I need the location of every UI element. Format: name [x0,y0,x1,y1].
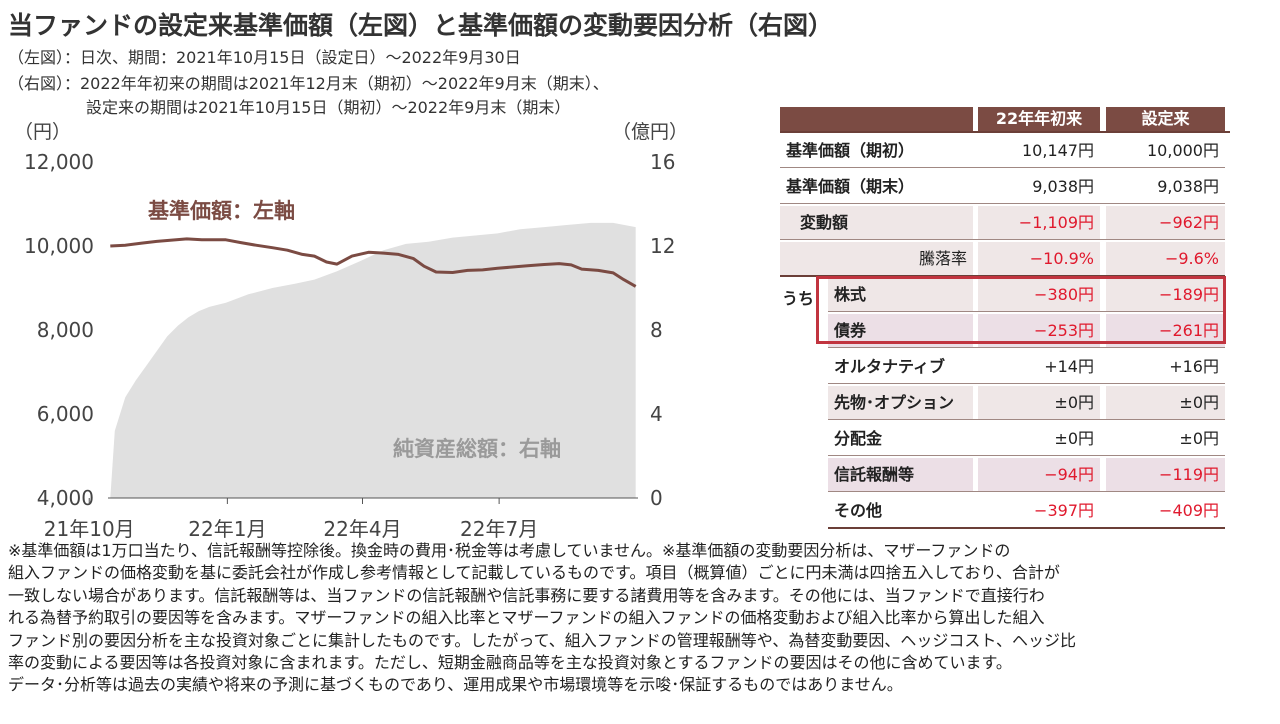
row-value-since: ±0円 [1106,386,1225,419]
row-label: 株式 [828,278,973,311]
footnote-line: 組入ファンドの価格変動を基に委託会社が作成し参考情報として記載しているものです。… [8,563,1060,583]
right-tick-label: 0 [650,486,663,510]
right-tick-label: 12 [650,234,675,258]
right-axis-unit: （億円） [612,121,688,143]
row-label: 基準価額（期初） [786,141,915,160]
row-value-since: +16円 [1169,357,1219,376]
footnote-line: 率の変動による要因等は各投資対象に含まれます。ただし、短期金融商品等を主な投資対… [8,653,1012,673]
right-tick-label: 16 [650,150,675,174]
row-value-since: −962円 [1106,206,1225,239]
row-label: オルタナティブ [834,357,946,376]
footnote-line: データ･分析等は過去の実績や将来の予測に基づくものであり、運用成果や市場環境等を… [8,675,903,695]
row-label: 騰落率 [780,242,973,275]
row-rule [828,383,1225,384]
table-header-rule [780,131,1230,133]
row-value-since: ±0円 [1179,429,1219,448]
row-value-since: −119円 [1106,458,1225,491]
left-tick-label: 4,000 [37,486,94,510]
left-tick-label: 10,000 [24,234,94,258]
row-value-ytd: −380円 [978,278,1100,311]
left-tick-label: 12,000 [24,150,94,174]
row-label: 基準価額（期末） [786,177,915,196]
row-value-ytd: ±0円 [1054,429,1094,448]
row-value-ytd: −397円 [1034,501,1094,520]
net-assets-series-label: 純資産総額：右軸 [393,437,561,461]
row-rule [828,311,1225,312]
nav-chart: 12,000 10,000 8,000 6,000 4,000 16 12 8 4 0 （円） （億円… [14,121,688,538]
highlight-box [816,276,1226,344]
row-rule [828,347,1225,348]
nav-series-label: 基準価額：左軸 [148,199,295,223]
footnote-line: 一致しない場合があります。信託報酬等は、当ファンドの信託報酬や信託事務に要する諸… [8,585,1045,605]
row-rule [828,455,1225,456]
footnote-line: ファンド別の要因分析を主な投資対象ごとに集計したものです。したがって、組入ファン… [8,630,1077,650]
row-value-ytd: 10,147円 [1022,141,1094,160]
page-title: 当ファンドの設定来基準価額（左図）と基準価額の変動要因分析（右図） [8,11,834,40]
row-value-ytd: +14円 [1044,357,1094,376]
x-tick-label: 22年4月 [323,517,401,538]
table-header-since: 設定来 [1106,107,1225,131]
row-value-since: −409円 [1159,501,1219,520]
row-label: 分配金 [834,429,883,448]
left-tick-label: 8,000 [37,318,94,342]
footnote-line: れる為替予約取引の要因等を含みます。マザーファンドの組入比率とマザーファンドの組… [8,608,1045,628]
right-tick-label: 8 [650,318,663,342]
row-rule [828,491,1225,492]
subtitle-right-cont: 設定来の期間は2021年10月15日（期初）～2022年9月末（期末） [86,98,571,117]
row-label: 信託報酬等 [828,458,973,491]
x-tick-label: 22年7月 [460,517,538,538]
row-rule [828,527,1225,529]
right-tick-label: 4 [650,402,663,426]
factor-table: 22年年初来 設定来 基準価額（期初） 10,147円 10,000円基準価額（期末… [780,107,1230,529]
left-axis-unit: （円） [14,121,71,143]
row-value-since: 10,000円 [1147,141,1219,160]
row-rule [780,167,1225,168]
table-header-ytd: 22年年初来 [978,107,1100,131]
uchi-label: うち [782,289,815,308]
x-tick-label: 22年1月 [188,517,266,538]
row-label: その他 [834,501,883,520]
row-rule [780,239,1225,240]
row-value-ytd: −94円 [978,458,1100,491]
row-value-ytd: −1,109円 [978,206,1100,239]
left-tick-label: 6,000 [37,402,94,426]
footnote-line: ※基準価額は1万口当たり、信託報酬等控除後。換金時の費用･税金等は考慮していませ… [8,541,1011,560]
row-label: 先物･オプション [828,386,973,419]
subtitle-right: （右図）：2022年年初来の期間は2021年12月末（期初）～2022年9月末（… [8,74,609,93]
row-value-ytd: −10.9% [978,242,1100,275]
net-assets-area [110,222,636,498]
nav-line [110,237,637,288]
subtitle-left: （左図）：日次、期間：2021年10月15日（設定日）～2022年9月30日 [8,48,521,67]
row-value-since: 9,038円 [1157,177,1219,196]
row-value-ytd: 9,038円 [1032,177,1094,196]
row-rule [780,203,1225,204]
x-tick-label: 21年10月 [44,517,135,538]
row-value-ytd: ±0円 [978,386,1100,419]
row-value-since: −189円 [1106,278,1225,311]
row-rule [828,419,1225,420]
table-header-blank [780,107,973,131]
row-value-since: −9.6% [1106,242,1225,275]
footnotes: ※基準価額は1万口当たり、信託報酬等控除後。換金時の費用･税金等は考慮していませ… [8,540,1270,697]
row-label: 変動額 [780,206,973,239]
